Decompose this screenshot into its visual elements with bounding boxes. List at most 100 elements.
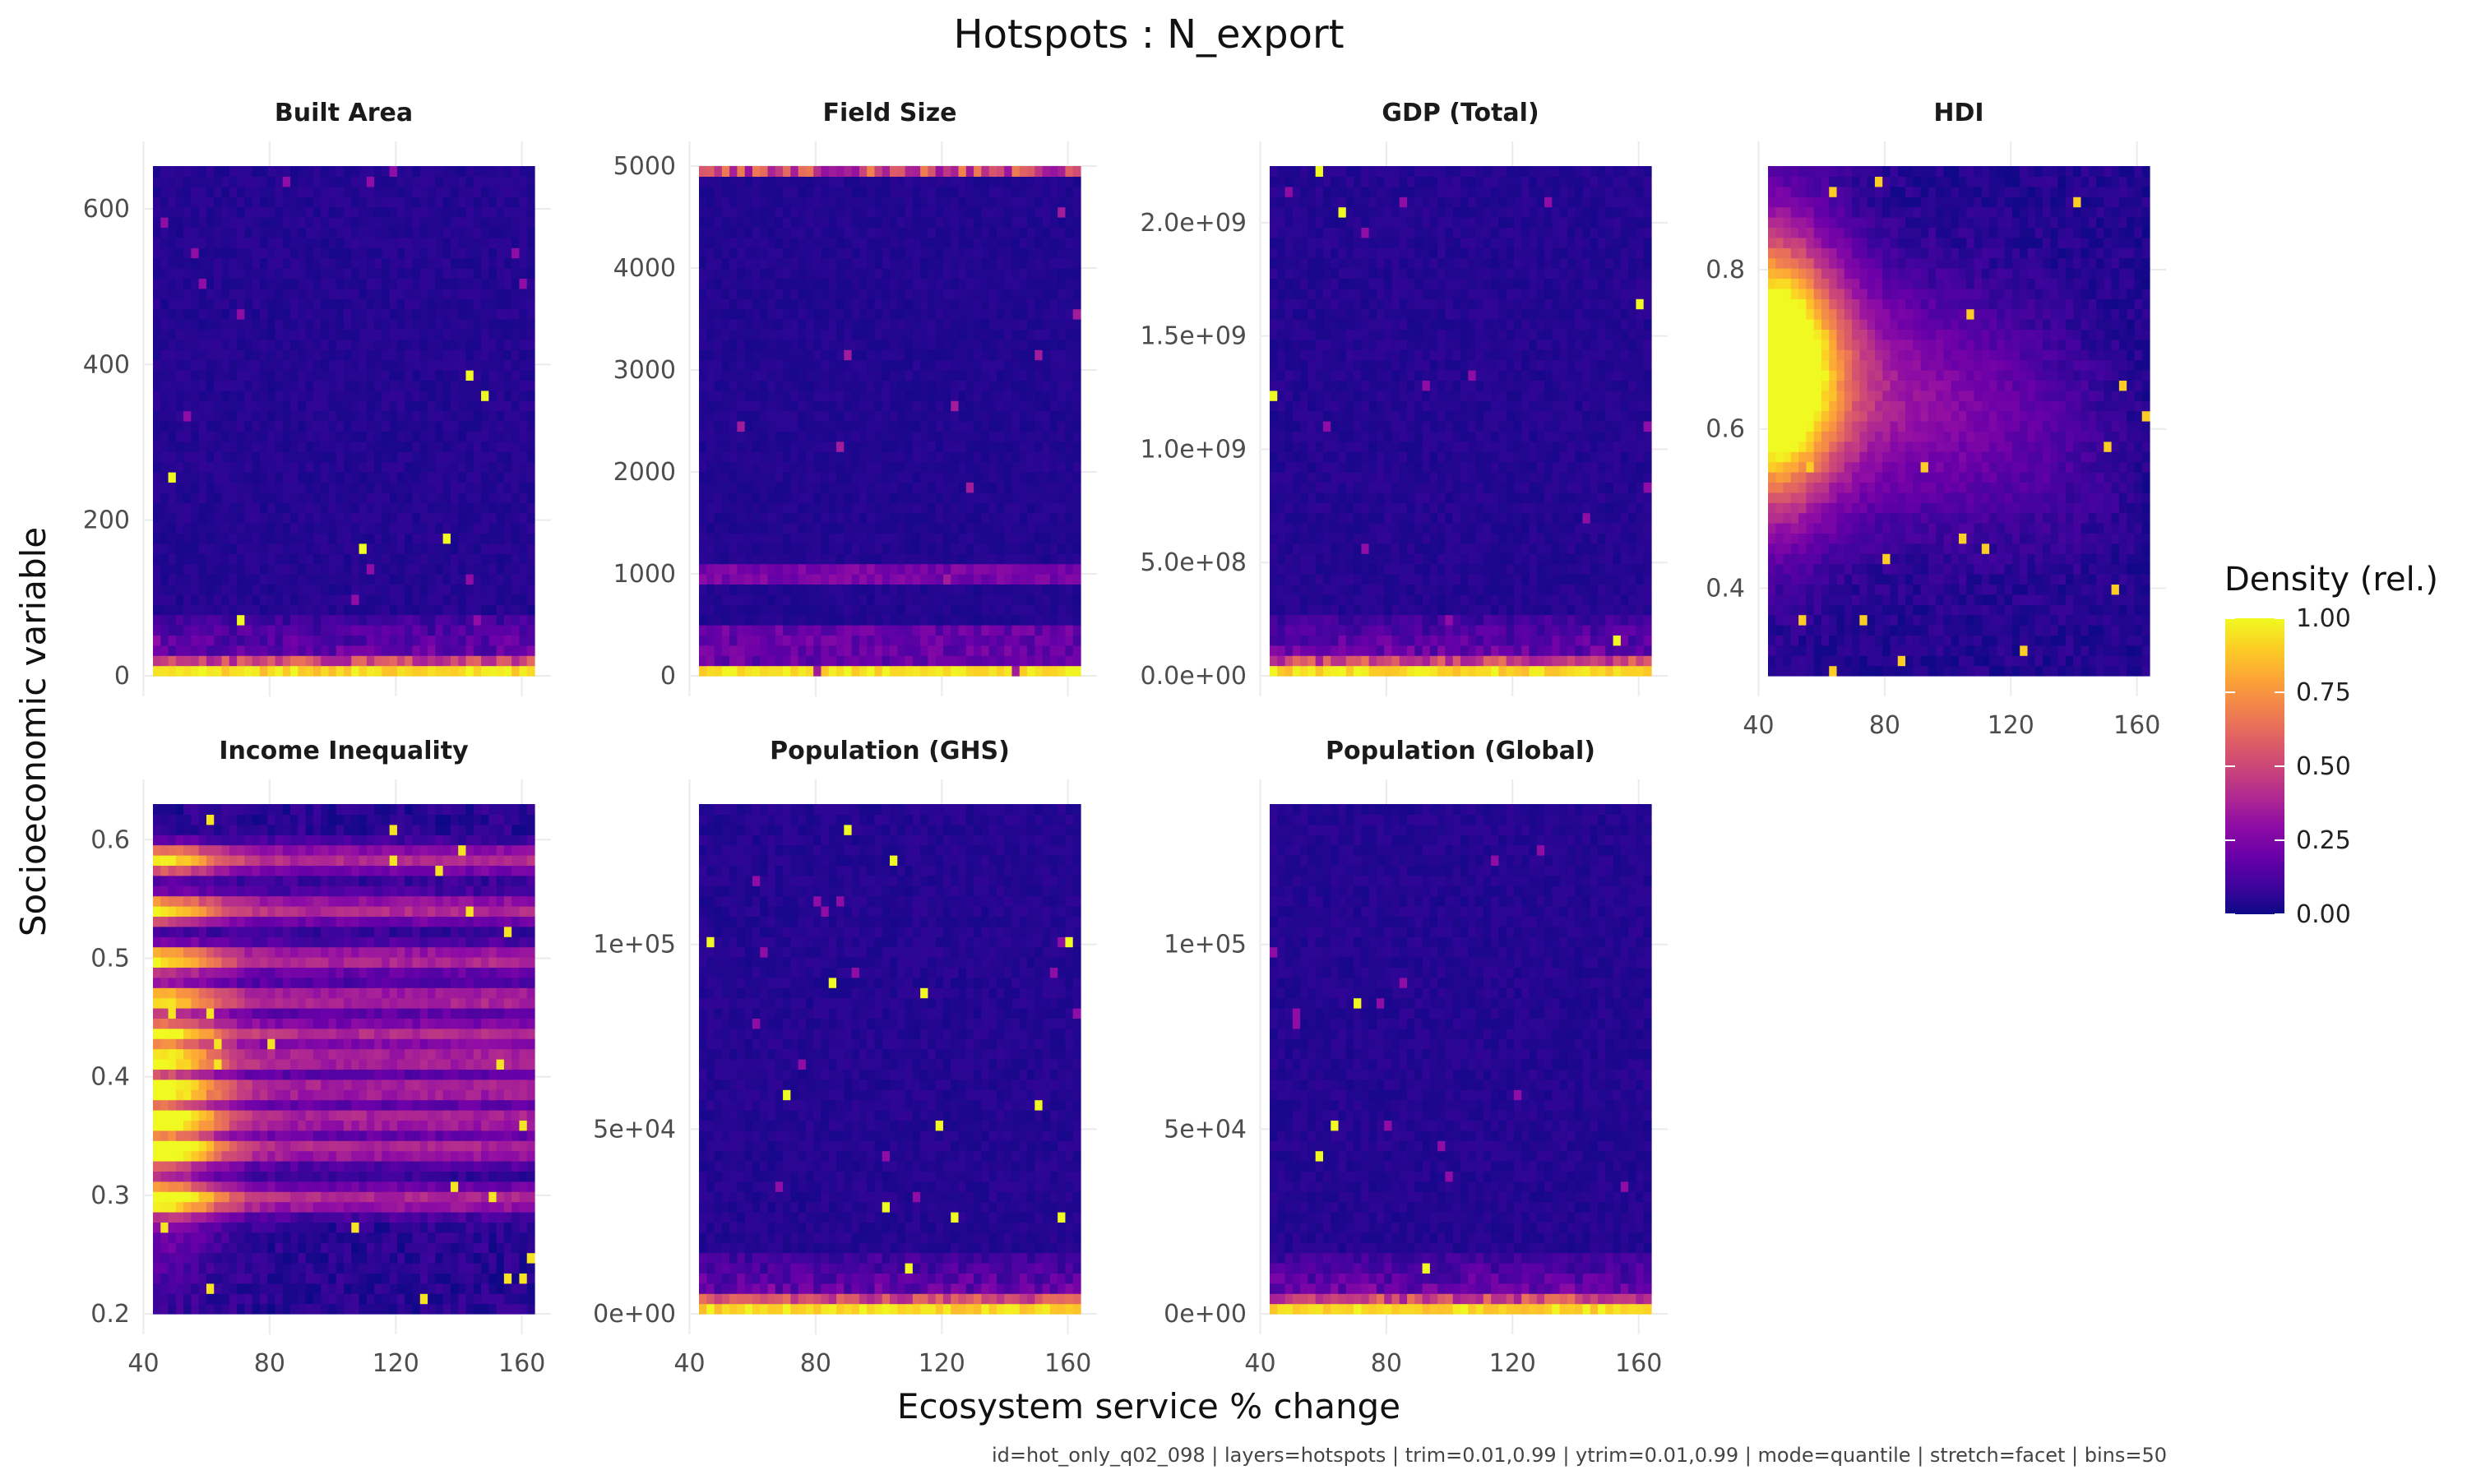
heatmap-cell bbox=[290, 278, 299, 289]
heatmap-cell bbox=[405, 187, 413, 197]
heatmap-cell bbox=[474, 370, 482, 381]
heatmap-cell bbox=[974, 238, 982, 248]
heatmap-cell bbox=[836, 289, 845, 299]
heatmap-cell bbox=[1043, 564, 1051, 575]
heatmap-cell bbox=[153, 309, 161, 320]
heatmap-cell bbox=[760, 176, 768, 187]
heatmap-cell bbox=[298, 574, 306, 585]
heatmap-cell bbox=[275, 523, 283, 534]
heatmap-cell bbox=[813, 523, 822, 534]
heatmap-cell bbox=[760, 217, 768, 228]
heatmap-cell bbox=[867, 442, 875, 452]
heatmap-cell bbox=[790, 187, 798, 197]
heatmap-cell bbox=[465, 247, 474, 258]
heatmap-cell bbox=[798, 584, 807, 594]
heatmap-cell bbox=[936, 666, 944, 677]
heatmap-cell bbox=[344, 451, 352, 462]
heatmap-cell bbox=[981, 349, 989, 360]
heatmap-cell bbox=[798, 187, 807, 197]
heatmap-cell bbox=[1050, 329, 1058, 340]
heatmap-cell bbox=[374, 309, 382, 320]
heatmap-cell bbox=[275, 319, 283, 330]
heatmap-cell bbox=[252, 584, 261, 594]
heatmap-cell bbox=[722, 258, 730, 269]
heatmap-cell bbox=[511, 462, 520, 473]
heatmap-cell bbox=[775, 533, 784, 543]
heatmap-cell bbox=[859, 472, 868, 483]
heatmap-cell bbox=[913, 472, 921, 483]
heatmap-cell bbox=[1027, 451, 1035, 462]
heatmap-cell bbox=[806, 298, 814, 309]
heatmap-cell bbox=[511, 635, 520, 645]
heatmap-cell bbox=[488, 380, 497, 391]
heatmap-cell bbox=[214, 513, 222, 524]
heatmap-cell bbox=[206, 564, 215, 575]
heatmap-cell bbox=[1058, 451, 1066, 462]
heatmap-cell bbox=[244, 594, 252, 605]
heatmap-cell bbox=[206, 298, 215, 309]
heatmap-cell bbox=[504, 625, 512, 636]
heatmap-cell bbox=[390, 207, 398, 218]
heatmap-cell bbox=[1043, 319, 1051, 330]
heatmap-cell bbox=[183, 513, 192, 524]
heatmap-cell bbox=[306, 421, 314, 432]
heatmap-cell bbox=[290, 451, 299, 462]
heatmap-cell bbox=[951, 431, 959, 442]
heatmap-cell bbox=[328, 309, 336, 320]
heatmap-cell bbox=[488, 533, 497, 543]
heatmap-cell bbox=[1027, 298, 1035, 309]
heatmap-cell bbox=[1027, 400, 1035, 411]
heatmap-cell bbox=[821, 176, 829, 187]
heatmap-cell bbox=[1073, 625, 1081, 636]
heatmap-cell bbox=[321, 340, 329, 350]
heatmap-cell bbox=[497, 584, 505, 594]
heatmap-cell bbox=[229, 370, 238, 381]
heatmap-cell bbox=[959, 207, 967, 218]
heatmap-cell bbox=[443, 655, 451, 666]
heatmap-cell bbox=[897, 442, 905, 452]
heatmap-cell bbox=[852, 289, 860, 299]
heatmap-cell bbox=[836, 421, 845, 432]
heatmap-cell bbox=[298, 451, 306, 462]
heatmap-cell bbox=[966, 574, 974, 585]
heatmap-cell bbox=[798, 217, 807, 228]
heatmap-cell bbox=[481, 309, 489, 320]
heatmap-cell bbox=[252, 655, 261, 666]
heatmap-cell bbox=[397, 574, 405, 585]
heatmap-cell bbox=[237, 349, 245, 360]
heatmap-cell bbox=[465, 635, 474, 645]
heatmap-cell bbox=[420, 247, 428, 258]
heatmap-cell bbox=[519, 227, 527, 238]
heatmap-cell bbox=[989, 462, 997, 473]
heatmap-cell bbox=[813, 278, 822, 289]
heatmap-cell bbox=[813, 543, 822, 554]
heatmap-cell bbox=[374, 604, 382, 615]
heatmap-cell bbox=[519, 298, 527, 309]
heatmap-cell bbox=[844, 451, 852, 462]
heatmap-cell bbox=[1011, 553, 1020, 564]
heatmap-cell bbox=[420, 298, 428, 309]
heatmap-cell bbox=[222, 421, 230, 432]
heatmap-cell bbox=[290, 176, 299, 187]
heatmap-cell bbox=[715, 360, 723, 371]
heatmap-cell bbox=[458, 564, 466, 575]
heatmap-cell bbox=[1004, 227, 1012, 238]
heatmap-cell bbox=[913, 533, 921, 543]
heatmap-cell bbox=[283, 247, 291, 258]
heatmap-cell bbox=[1034, 238, 1043, 248]
heatmap-cell bbox=[160, 442, 169, 452]
heatmap-cell bbox=[214, 604, 222, 615]
heatmap-cell bbox=[206, 360, 215, 371]
heatmap-cell bbox=[199, 411, 207, 422]
heatmap-cell bbox=[798, 360, 807, 371]
heatmap-cell bbox=[497, 482, 505, 492]
heatmap-cell bbox=[451, 482, 459, 492]
heatmap-cell bbox=[252, 462, 261, 473]
heatmap-cell bbox=[844, 645, 852, 656]
heatmap-cell bbox=[874, 319, 882, 330]
heatmap-cell bbox=[413, 289, 421, 299]
heatmap-cell bbox=[951, 391, 959, 401]
heatmap-cell bbox=[458, 451, 466, 462]
heatmap-cell bbox=[859, 289, 868, 299]
heatmap-cell bbox=[435, 553, 443, 564]
